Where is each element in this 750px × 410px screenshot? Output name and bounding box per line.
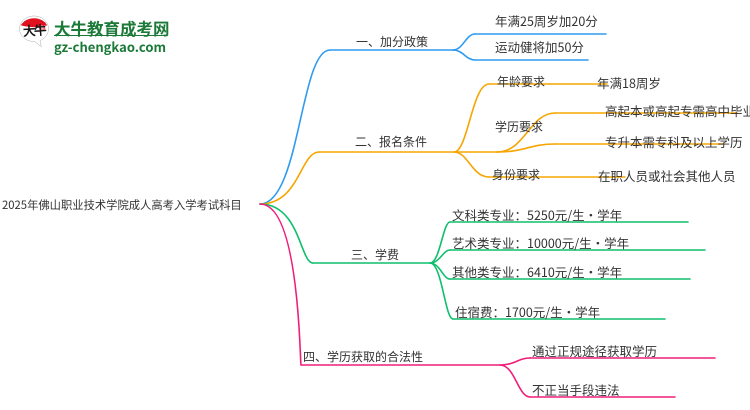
svg-text:大牛: 大牛	[23, 22, 48, 39]
